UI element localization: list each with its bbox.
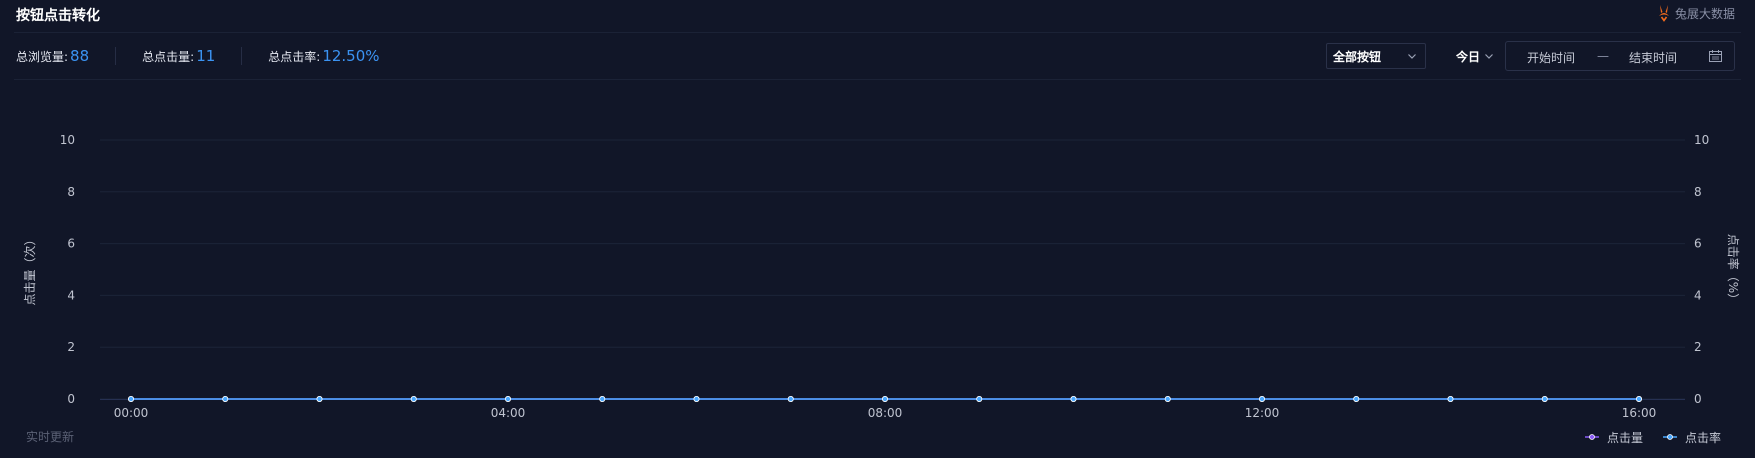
calendar-icon[interactable] — [1709, 50, 1722, 62]
chevron-down-icon — [1485, 54, 1493, 59]
y-left-axis-title: 点击量（次） — [23, 233, 37, 305]
brand-name: 兔展大数据 — [1674, 6, 1735, 21]
brand-logo: 兔展大数据 — [1656, 4, 1735, 22]
data-point — [222, 395, 229, 402]
y-left-tick-label: 10 — [60, 133, 75, 147]
rabbit-logo-icon — [1658, 5, 1669, 22]
header-divider — [14, 32, 1741, 33]
data-point — [1636, 395, 1643, 402]
legend-item-clicks[interactable]: 点击量 — [1585, 429, 1643, 446]
x-tick-label: 04:00 — [491, 406, 526, 420]
date-range-preset-value: 今日 — [1456, 49, 1481, 64]
date-range-separator: — — [1597, 49, 1609, 63]
chart-grid — [100, 139, 1685, 400]
toolbar-divider — [14, 79, 1741, 80]
y-left-tick-label: 4 — [67, 288, 75, 302]
stat-label: 总点击率: — [268, 50, 321, 64]
y-right-tick-label: 0 — [1694, 392, 1702, 406]
legend-label: 点击率 — [1685, 430, 1722, 445]
y-right-axis-title: 点击率（%） — [1726, 234, 1741, 305]
legend-item-click-rate[interactable]: 点击率 — [1663, 429, 1721, 446]
stat-divider — [115, 47, 117, 65]
data-point — [599, 395, 606, 402]
button-filter-select[interactable]: 全部按钮 — [1326, 43, 1426, 69]
stat-click-rate: 总点击率: 12.50% — [268, 47, 379, 65]
data-point — [976, 395, 983, 402]
chart-legend: 点击量 点击率 — [1585, 429, 1721, 445]
data-point — [1447, 395, 1454, 402]
stat-value: 12.50% — [322, 47, 380, 65]
realtime-update-note: 实时更新 — [26, 430, 75, 444]
stat-total-clicks: 总点击量: 11 — [142, 47, 215, 65]
chart-axes: 0 2 4 6 8 10 0 2 4 6 8 10 00:00 04:00 08:00 12:00 16:00 点… — [23, 133, 1741, 420]
stat-value: 11 — [196, 47, 216, 65]
data-point — [787, 395, 794, 402]
x-tick-label: 00:00 — [114, 406, 149, 420]
panel-title: 按钮点击转化 — [16, 8, 100, 24]
data-point — [1541, 395, 1548, 402]
summary-stats: 总浏览量: 88 总点击量: 11 总点击率: 12.50% — [16, 44, 380, 68]
data-point — [693, 395, 700, 402]
stat-divider — [241, 47, 243, 65]
y-right-tick-label: 10 — [1694, 133, 1709, 147]
legend-marker — [1663, 434, 1678, 440]
y-right-tick-label: 4 — [1694, 288, 1702, 302]
data-point — [1259, 395, 1266, 402]
legend-marker — [1585, 434, 1599, 440]
data-point — [410, 395, 417, 402]
chart-series — [127, 395, 1643, 402]
button-filter-value: 全部按钮 — [1333, 49, 1382, 64]
chevron-down-icon — [1408, 54, 1416, 59]
stat-total-views: 总浏览量: 88 — [16, 47, 89, 65]
data-point — [1353, 395, 1360, 402]
y-left-tick-label: 6 — [67, 237, 75, 251]
data-point — [1070, 395, 1077, 402]
date-range-preset-select[interactable]: 今日 — [1456, 43, 1494, 69]
y-right-tick-label: 2 — [1694, 340, 1702, 354]
click-trend-chart: 0 2 4 6 8 10 0 2 4 6 8 10 00:00 04:00 08:00 12:00 16:00 点… — [23, 133, 1741, 420]
y-left-tick-label: 2 — [67, 340, 75, 354]
y-right-tick-label: 8 — [1694, 185, 1702, 199]
start-time-input[interactable]: 开始时间 — [1527, 51, 1576, 65]
data-point — [316, 395, 323, 402]
stat-label: 总点击量: — [142, 50, 195, 64]
stat-label: 总浏览量: — [16, 50, 69, 64]
y-left-tick-label: 8 — [67, 185, 75, 199]
date-range-picker[interactable]: 开始时间 — 结束时间 — [1505, 41, 1735, 71]
y-right-tick-label: 6 — [1694, 237, 1702, 251]
x-tick-label: 08:00 — [868, 406, 903, 420]
end-time-input[interactable]: 结束时间 — [1629, 51, 1678, 65]
x-tick-label: 12:00 — [1245, 406, 1280, 420]
data-point — [504, 395, 511, 402]
data-point — [882, 395, 889, 402]
x-tick-label: 16:00 — [1622, 406, 1657, 420]
data-point — [1164, 395, 1171, 402]
stat-value: 88 — [70, 47, 90, 65]
y-left-tick-label: 0 — [67, 392, 75, 406]
data-point — [127, 395, 134, 402]
legend-label: 点击量 — [1607, 430, 1644, 445]
